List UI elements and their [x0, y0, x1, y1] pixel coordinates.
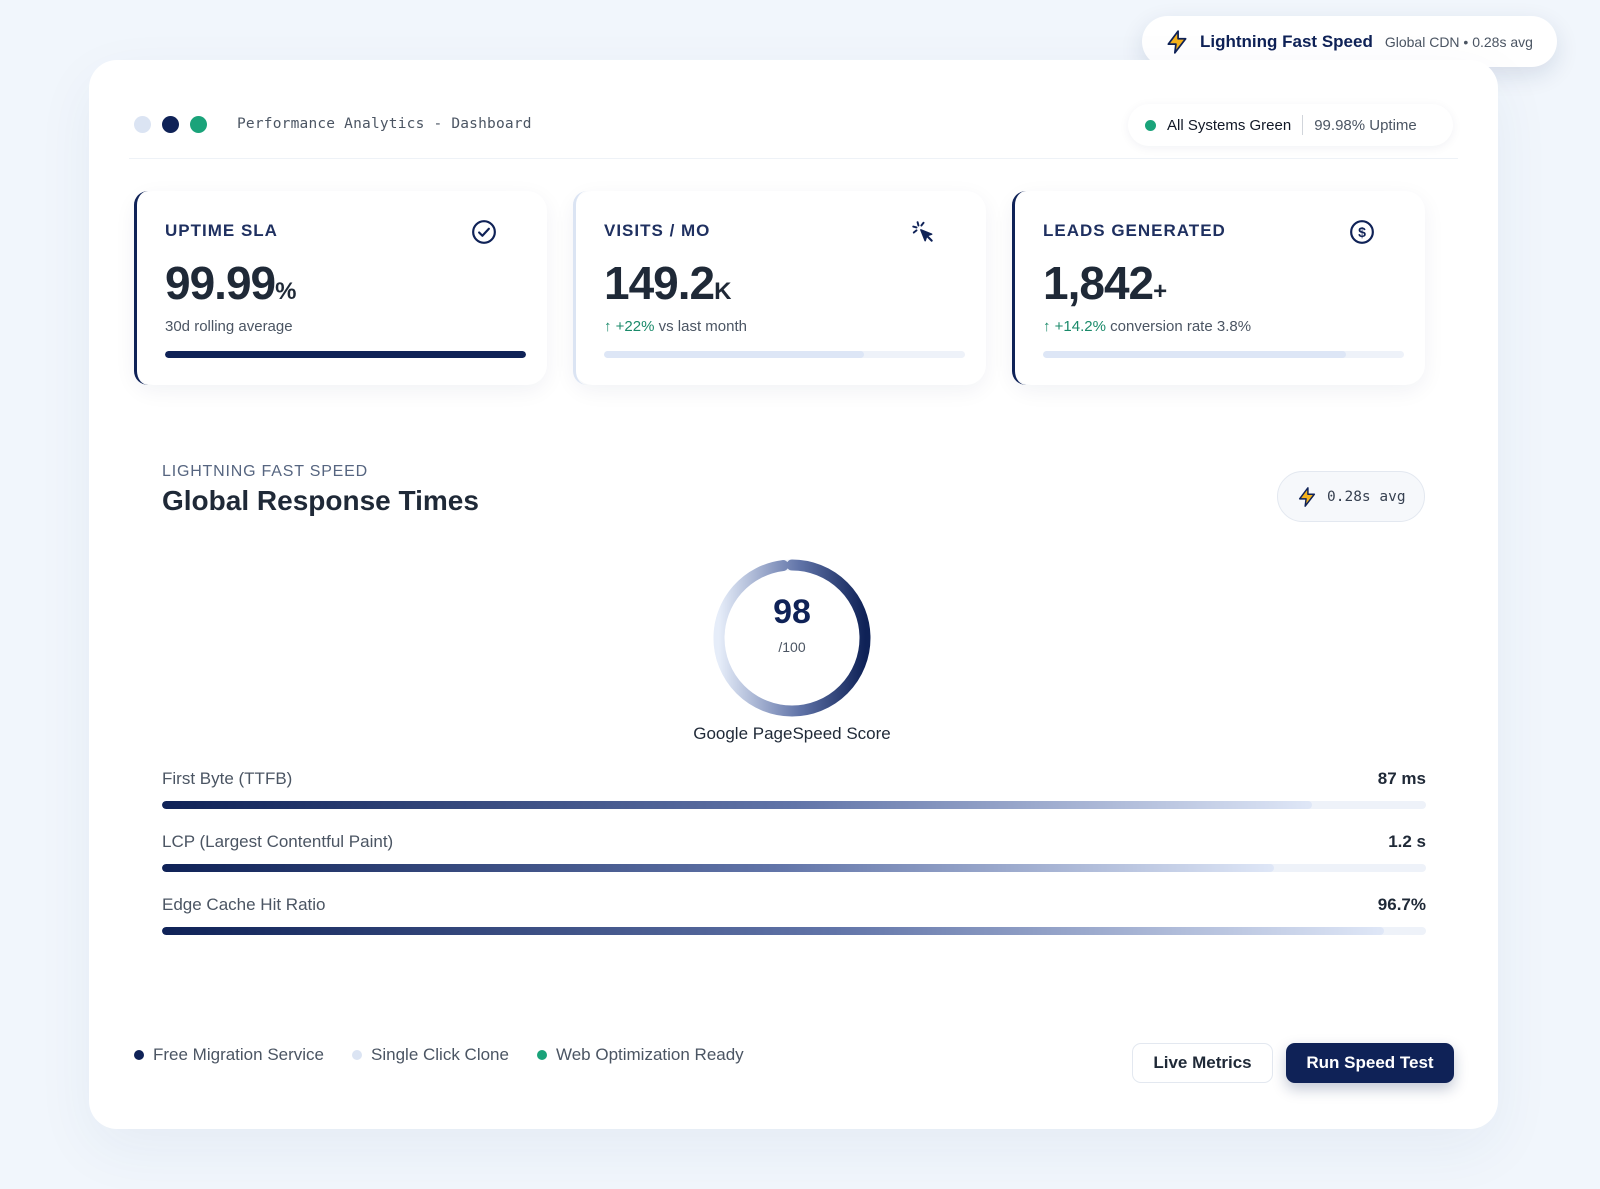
cursor-click-icon	[912, 221, 933, 242]
metric-value: 87 ms	[1377, 769, 1426, 788]
avg-response-badge[interactable]: 0.28s avg	[1277, 471, 1425, 522]
speed-badge-title: Lightning Fast Speed	[1200, 31, 1373, 51]
stat-progress-fill	[604, 351, 864, 358]
feature-dot	[352, 1050, 363, 1060]
window-dot-navy[interactable]	[162, 115, 179, 133]
stat-trend: ↑ +14.2%	[1043, 318, 1106, 335]
metric-track	[162, 864, 1426, 872]
feature-label: Free Migration Service	[153, 1045, 325, 1064]
dollar-circle-icon: $	[1350, 220, 1374, 244]
metric-fill	[162, 927, 1385, 935]
stat-label: LEADS GENERATED	[1043, 221, 1226, 240]
stat-value-unit: %	[275, 278, 297, 305]
metric-label: Edge Cache Hit Ratio	[162, 895, 326, 914]
feature-item: Web Optimization Ready	[536, 1045, 744, 1065]
stat-value-number: 149.2	[604, 257, 715, 309]
stat-card-visits: VISITS / MO 149.2K ↑ +22% vs last month	[573, 191, 986, 385]
stat-value: 99.99%	[165, 256, 547, 310]
stat-label: VISITS / MO	[604, 221, 711, 240]
card-accent-edge	[134, 191, 148, 385]
feature-list: Free Migration Service Single Click Clon…	[134, 1045, 772, 1065]
stat-sub-text: vs last month	[654, 318, 747, 335]
feature-item: Single Click Clone	[352, 1045, 509, 1065]
metric-row-lcp: LCP (Largest Contentful Paint) 1.2 s	[162, 832, 1426, 872]
stat-sub: ↑ +22% vs last month	[604, 318, 986, 335]
pagespeed-label: Google PageSpeed Score	[693, 724, 891, 743]
status-divider	[1302, 115, 1304, 135]
metric-label: First Byte (TTFB)	[162, 769, 293, 788]
status-label: All Systems Green	[1167, 116, 1292, 134]
metric-row-ttfb: First Byte (TTFB) 87 ms	[162, 769, 1426, 809]
stat-label: UPTIME SLA	[165, 221, 278, 240]
stat-card-leads: LEADS GENERATED $ 1,842+ ↑ +14.2% conver…	[1012, 191, 1425, 385]
stat-progress-fill	[1043, 351, 1347, 358]
avg-response-text: 0.28s avg	[1327, 488, 1406, 505]
stat-value-number: 1,842	[1043, 257, 1154, 309]
stat-trend: ↑ +22%	[604, 318, 655, 335]
feature-dot	[134, 1050, 144, 1060]
metric-row-cache: Edge Cache Hit Ratio 96.7%	[162, 895, 1426, 935]
pagespeed-gauge	[713, 559, 871, 717]
stat-progress-bar	[1043, 351, 1404, 358]
feature-item: Free Migration Service	[134, 1045, 324, 1065]
feature-dot	[536, 1050, 547, 1060]
stat-sub: 30d rolling average	[165, 318, 547, 335]
dashboard-card: Performance Analytics - Dashboard All Sy…	[89, 60, 1498, 1129]
window-title: Performance Analytics - Dashboard	[237, 116, 532, 132]
section-title: Global Response Times	[162, 485, 479, 516]
card-accent-edge	[1012, 191, 1026, 385]
run-speed-test-button[interactable]: Run Speed Test	[1286, 1043, 1454, 1083]
stat-value: 1,842+	[1043, 256, 1425, 310]
metric-value: 96.7%	[1377, 895, 1426, 914]
stat-card-uptime: UPTIME SLA 99.99% 30d rolling average	[134, 191, 547, 385]
metric-label: LCP (Largest Contentful Paint)	[162, 832, 394, 851]
gauge-arc	[713, 559, 871, 717]
status-dot	[1145, 119, 1156, 131]
stat-sub-text: 30d rolling average	[165, 318, 293, 335]
lightning-bolt-icon	[1167, 29, 1187, 54]
metric-track	[162, 801, 1426, 809]
pagespeed-denominator: /100	[778, 639, 806, 655]
feature-label: Web Optimization Ready	[555, 1045, 744, 1064]
stat-sub-text: conversion rate 3.8%	[1105, 318, 1252, 335]
stat-value: 149.2K	[604, 256, 986, 310]
window-topbar: Performance Analytics - Dashboard All Sy…	[134, 104, 1453, 146]
metric-fill	[162, 801, 1313, 809]
metric-track	[162, 927, 1426, 935]
check-circle-icon	[472, 220, 496, 244]
pagespeed-score: 98	[773, 593, 811, 631]
live-metrics-button[interactable]: Live Metrics	[1132, 1043, 1273, 1083]
feature-label: Single Click Clone	[371, 1045, 509, 1064]
system-status-pill: All Systems Green 99.98% Uptime	[1128, 104, 1453, 146]
stat-progress-bar	[165, 351, 526, 358]
window-dot-green[interactable]	[190, 115, 207, 133]
section-eyebrow: LIGHTNING FAST SPEED	[162, 463, 368, 480]
svg-text:$: $	[1358, 224, 1366, 240]
speed-badge: Lightning Fast Speed Global CDN • 0.28s …	[1142, 16, 1557, 67]
speed-badge-subtitle: Global CDN • 0.28s avg	[1384, 33, 1533, 50]
stat-progress-fill	[165, 351, 526, 358]
uptime-label: 99.98% Uptime	[1314, 116, 1417, 134]
stat-sub: ↑ +14.2% conversion rate 3.8%	[1043, 318, 1425, 335]
card-accent-edge	[573, 191, 587, 385]
window-dot-light[interactable]	[134, 115, 151, 133]
metric-value: 1.2 s	[1388, 832, 1426, 851]
lightning-bolt-icon	[1298, 486, 1316, 507]
stat-value-unit: +	[1153, 278, 1168, 305]
stat-value-unit: K	[714, 278, 732, 305]
metric-fill	[162, 864, 1275, 872]
stat-progress-bar	[604, 351, 965, 358]
stat-value-number: 99.99	[165, 257, 276, 309]
header-divider	[129, 158, 1458, 159]
